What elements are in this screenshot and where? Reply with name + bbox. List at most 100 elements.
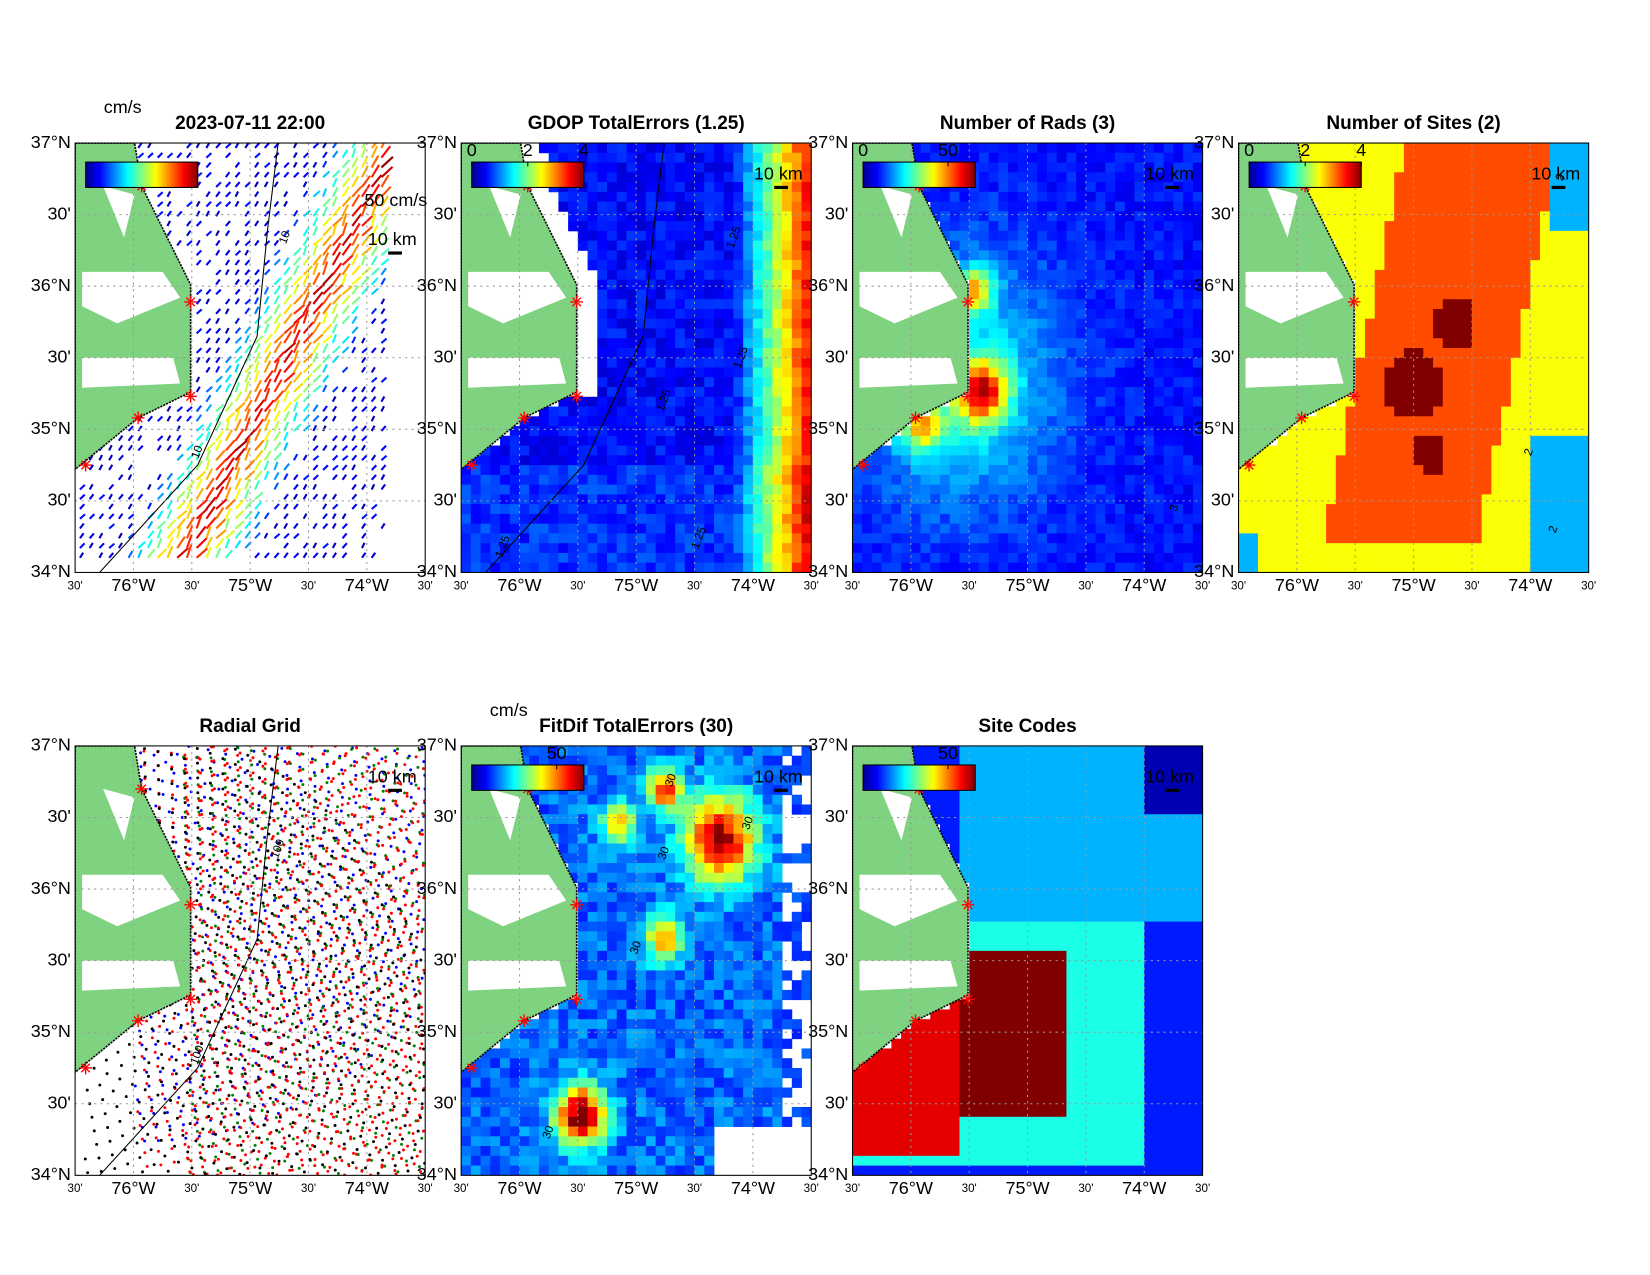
grid-cell — [743, 328, 754, 339]
grid-cell — [1549, 474, 1560, 486]
grid-cell — [959, 396, 970, 407]
grid-cell — [733, 357, 744, 368]
grid-cell — [1144, 240, 1155, 251]
grid-cell — [1066, 435, 1077, 446]
grid-cell — [930, 406, 941, 417]
grid-cell — [1403, 562, 1415, 573]
current-vector — [224, 466, 235, 481]
grid-cell — [1471, 552, 1483, 564]
grid-cell — [1085, 347, 1097, 359]
grid-cell — [1153, 182, 1165, 193]
grid-cell — [1403, 328, 1415, 339]
grid-cell — [1549, 455, 1560, 466]
grid-cell — [607, 543, 618, 554]
grid-cell — [949, 474, 960, 486]
radial-point — [174, 798, 178, 802]
grid-cell — [1520, 426, 1531, 437]
grid-cell — [1258, 455, 1269, 466]
grid-cell — [1384, 230, 1395, 242]
grid-cell — [1085, 279, 1097, 290]
grid-cell — [1374, 552, 1385, 564]
grid-cell — [1452, 474, 1463, 486]
grid-cell — [1037, 211, 1048, 222]
grid-cell — [1501, 396, 1512, 407]
sound — [859, 271, 958, 324]
grid-cell — [871, 513, 883, 525]
grid-cell — [1037, 416, 1048, 427]
grid-cell — [891, 513, 902, 525]
current-vector — [166, 405, 172, 412]
grid-cell — [852, 543, 863, 554]
grid-cell — [480, 484, 491, 495]
current-vector — [293, 503, 299, 510]
current-vector — [312, 435, 318, 442]
grid-cell — [1540, 143, 1551, 154]
grid-cell — [1452, 426, 1463, 437]
grid-cell — [1481, 338, 1492, 349]
grid-cell — [1374, 299, 1385, 310]
grid-cell — [1530, 484, 1541, 495]
grid-cell — [1394, 201, 1405, 212]
grid-cell — [1491, 143, 1502, 154]
grid-cell — [920, 523, 931, 534]
current-vector — [186, 443, 195, 452]
site-marker — [571, 297, 582, 307]
grid-cell — [1345, 455, 1356, 466]
grid-cell — [1085, 308, 1097, 320]
grid-cell — [645, 357, 657, 368]
grid-cell — [665, 484, 676, 495]
current-vector — [273, 313, 282, 325]
grid-cell — [1471, 474, 1483, 486]
grid-cell — [1559, 260, 1570, 271]
grid-cell — [1017, 552, 1028, 564]
grid-cell — [782, 552, 793, 564]
grid-cell — [1046, 240, 1058, 251]
current-vector — [215, 230, 220, 237]
grid-cell — [1095, 299, 1106, 310]
grid-cell — [1056, 513, 1067, 525]
grid-cell — [801, 377, 812, 388]
grid-cell — [801, 465, 812, 476]
y-tick-label: 30' — [434, 490, 457, 510]
grid-cell — [920, 445, 931, 456]
current-vector — [341, 435, 347, 442]
grid-cell — [881, 543, 892, 554]
grid-cell — [1085, 533, 1097, 544]
grid-cell — [1452, 484, 1463, 495]
grid-cell — [1374, 455, 1385, 466]
current-vector — [361, 483, 367, 491]
current-vector — [322, 216, 332, 227]
grid-cell — [743, 357, 754, 368]
grid-cell — [1046, 230, 1058, 242]
current-vector — [224, 476, 232, 490]
current-vector — [351, 285, 360, 295]
grid-cell — [1144, 465, 1155, 476]
grid-cell — [752, 357, 764, 368]
grid-cell — [1183, 552, 1194, 564]
grid-cell — [1027, 474, 1038, 486]
grid-cell — [1173, 543, 1184, 554]
current-vector — [283, 360, 295, 374]
current-vector — [127, 493, 134, 500]
current-vector — [234, 171, 241, 178]
grid-cell — [1423, 416, 1434, 427]
current-vector — [195, 525, 207, 539]
grid-cell — [1277, 533, 1288, 544]
grid-cell — [500, 562, 511, 573]
sound — [1266, 185, 1299, 238]
current-vector — [244, 530, 252, 539]
grid-cell — [1433, 484, 1444, 495]
grid-cell — [1355, 562, 1366, 573]
grid-cell — [1491, 435, 1502, 446]
grid-cell — [597, 201, 608, 212]
current-vector — [292, 349, 299, 363]
grid-cell — [675, 221, 686, 232]
grid-cell — [949, 455, 960, 466]
grid-cell — [626, 338, 637, 349]
grid-cell — [1452, 494, 1463, 505]
grid-cell — [1540, 191, 1551, 203]
grid-cell — [1095, 201, 1106, 212]
grid-cell — [645, 299, 657, 310]
current-vector — [351, 444, 358, 452]
grid-cell — [772, 338, 783, 349]
